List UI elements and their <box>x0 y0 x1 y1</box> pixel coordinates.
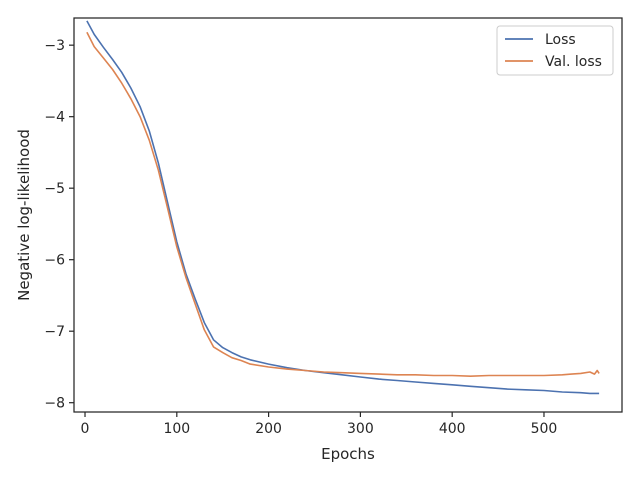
legend-label: Loss <box>545 32 576 48</box>
y-tick-label: −8 <box>44 396 65 412</box>
y-tick-label: −5 <box>44 181 65 197</box>
series-line-0 <box>86 20 600 395</box>
x-tick-label: 0 <box>81 421 90 437</box>
y-axis: −8 −7 −6 −5 −4 −3 <box>44 38 74 412</box>
x-axis-label: Epochs <box>321 445 375 463</box>
y-tick-label: −7 <box>44 324 65 340</box>
y-tick-label: −4 <box>44 110 65 126</box>
x-tick-label: 200 <box>255 421 282 437</box>
x-axis: 0 100 200 300 400 500 <box>81 412 558 437</box>
y-tick-label: −3 <box>44 38 65 54</box>
series-line-1 <box>86 31 600 377</box>
legend: Loss Val. loss <box>496 25 614 76</box>
x-tick-label: 300 <box>347 421 374 437</box>
legend-label: Val. loss <box>545 54 602 70</box>
y-tick-label: −6 <box>44 253 65 269</box>
x-tick-label: 100 <box>163 421 190 437</box>
x-tick-label: 500 <box>531 421 558 437</box>
series-layer <box>86 20 600 395</box>
x-tick-label: 400 <box>439 421 466 437</box>
y-axis-label: Negative log-likelihood <box>15 129 33 301</box>
plot-frame <box>73 17 623 413</box>
